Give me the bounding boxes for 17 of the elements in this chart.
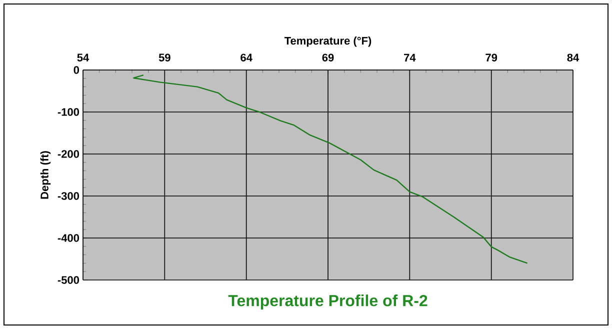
x-axis-title: Temperature (°F): [284, 36, 372, 47]
text: Temperature Profile of R-2: [228, 294, 428, 310]
x-tick-label: 79: [486, 54, 498, 62]
y-tick-label: -400: [58, 234, 80, 242]
x-tick-label: 64: [240, 54, 252, 62]
y-tick-label: -200: [58, 150, 80, 158]
y-tick-label: -300: [58, 192, 80, 200]
y-tick-label: -500: [58, 276, 80, 284]
x-tick-label: 84: [567, 54, 580, 62]
y-axis-title: Depth (ft): [40, 151, 51, 199]
x-tick-label: 69: [322, 54, 334, 62]
y-tick-label: 0: [74, 66, 80, 74]
y-tick-label: -100: [58, 108, 80, 116]
line-series: [133, 74, 528, 264]
x-tick-label: 54: [77, 54, 90, 62]
x-tick-label: 74: [404, 54, 416, 62]
x-tick-label: 59: [158, 54, 170, 62]
